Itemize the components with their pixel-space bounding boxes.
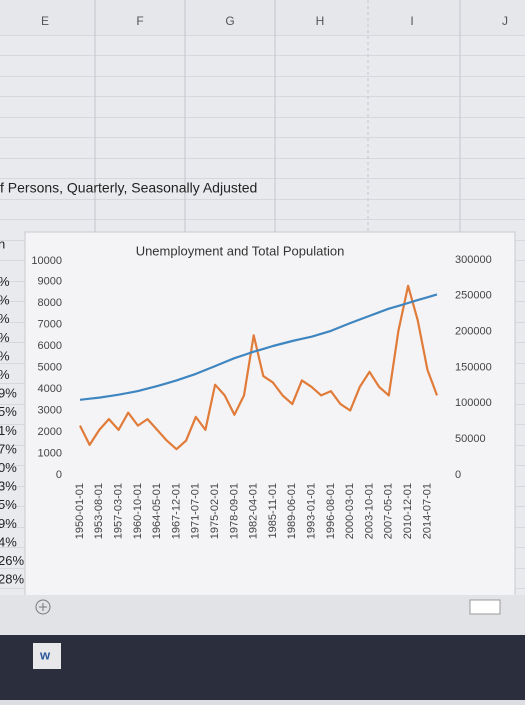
y-tick-label: 2000 (38, 426, 62, 438)
x-tick-label: 1964-05-01 (151, 483, 163, 539)
cell-value: % (0, 367, 10, 382)
column-header: E (41, 14, 49, 28)
series-line (79, 293, 438, 401)
column-header: F (136, 14, 143, 28)
cell-value: % (0, 348, 10, 363)
cell-value: 3% (0, 479, 17, 494)
chart-area[interactable] (24, 231, 516, 598)
y2-tick-label: 0 (455, 469, 461, 481)
word-icon-letter: w (39, 647, 51, 662)
y-tick-label: 1000 (38, 447, 62, 459)
x-tick-label: 2014-07-01 (421, 483, 433, 539)
word-icon[interactable] (33, 643, 61, 669)
series-line (79, 284, 439, 451)
x-tick-label: 1953-08-01 (93, 483, 105, 539)
y-tick-label: 0 (56, 469, 62, 481)
y-tick-label: 7000 (38, 318, 62, 330)
y-tick-label: 3000 (38, 404, 62, 416)
cell-text: f Persons, Quarterly, Seasonally Adjuste… (0, 180, 257, 196)
column-header: G (225, 14, 234, 28)
y-tick-label: 5000 (38, 361, 62, 373)
x-tick-label: 2003-10-01 (363, 483, 375, 539)
y2-tick-label: 150000 (455, 361, 492, 373)
scroll-control[interactable] (469, 599, 501, 615)
cell-value: 5% (0, 404, 17, 419)
cell-value: % (0, 330, 10, 345)
cell-value: 26% (0, 553, 24, 568)
x-tick-label: 1985-11-01 (267, 483, 279, 538)
y2-tick-label: 300000 (455, 254, 492, 266)
column-header: I (410, 14, 413, 28)
taskbar (0, 635, 525, 700)
add-sheet-button[interactable] (35, 599, 51, 615)
y-tick-label: 9000 (38, 275, 62, 287)
y2-tick-label: 200000 (455, 326, 492, 338)
y-tick-label: 8000 (38, 297, 62, 309)
y-tick-label: 4000 (38, 383, 62, 395)
y-tick-label: 10000 (31, 255, 62, 267)
y-tick-label: 6000 (38, 340, 62, 352)
cell-value: 9% (0, 386, 17, 401)
x-tick-label: 1975-02-01 (209, 483, 221, 539)
cell-value: % (0, 293, 10, 308)
y2-tick-label: 100000 (455, 397, 492, 409)
x-tick-label: 1993-01-01 (305, 483, 317, 539)
x-tick-label: 1996-08-01 (325, 483, 337, 539)
cell-value: 7% (0, 441, 17, 456)
column-header: J (502, 14, 508, 28)
column-header-bar (0, 0, 525, 35)
x-tick-label: 1971-07-01 (190, 483, 202, 539)
x-tick-label: 1989-06-01 (286, 483, 298, 539)
x-tick-label: 1950-01-01 (74, 483, 86, 539)
cell-value: 1% (0, 423, 17, 438)
x-tick-label: 1967-12-01 (170, 483, 182, 539)
cell-value: 4% (0, 534, 17, 549)
x-tick-label: 2010-12-01 (402, 483, 414, 539)
x-tick-label: 1960-10-01 (132, 483, 144, 539)
column-header: H (316, 14, 325, 28)
cell-value: n (0, 236, 5, 251)
cell-value: % (0, 274, 10, 289)
chart-title: Unemployment and Total Population (136, 243, 345, 258)
y2-tick-label: 50000 (455, 433, 486, 445)
x-tick-label: 2007-05-01 (383, 483, 395, 539)
x-tick-label: 1978-09-01 (228, 483, 240, 539)
cell-value: 5% (0, 497, 17, 512)
cell-value: 9% (0, 516, 17, 531)
sheet-tab-bar (0, 595, 525, 635)
x-tick-label: 1957-03-01 (113, 483, 125, 539)
cell-value: % (0, 311, 10, 326)
cell-value: 0% (0, 460, 17, 475)
y2-tick-label: 250000 (455, 290, 492, 302)
x-tick-label: 1982-04-01 (248, 483, 260, 539)
x-tick-label: 2000-03-01 (344, 483, 356, 539)
plus-icon (39, 603, 47, 611)
cell-value: 28% (0, 572, 24, 587)
